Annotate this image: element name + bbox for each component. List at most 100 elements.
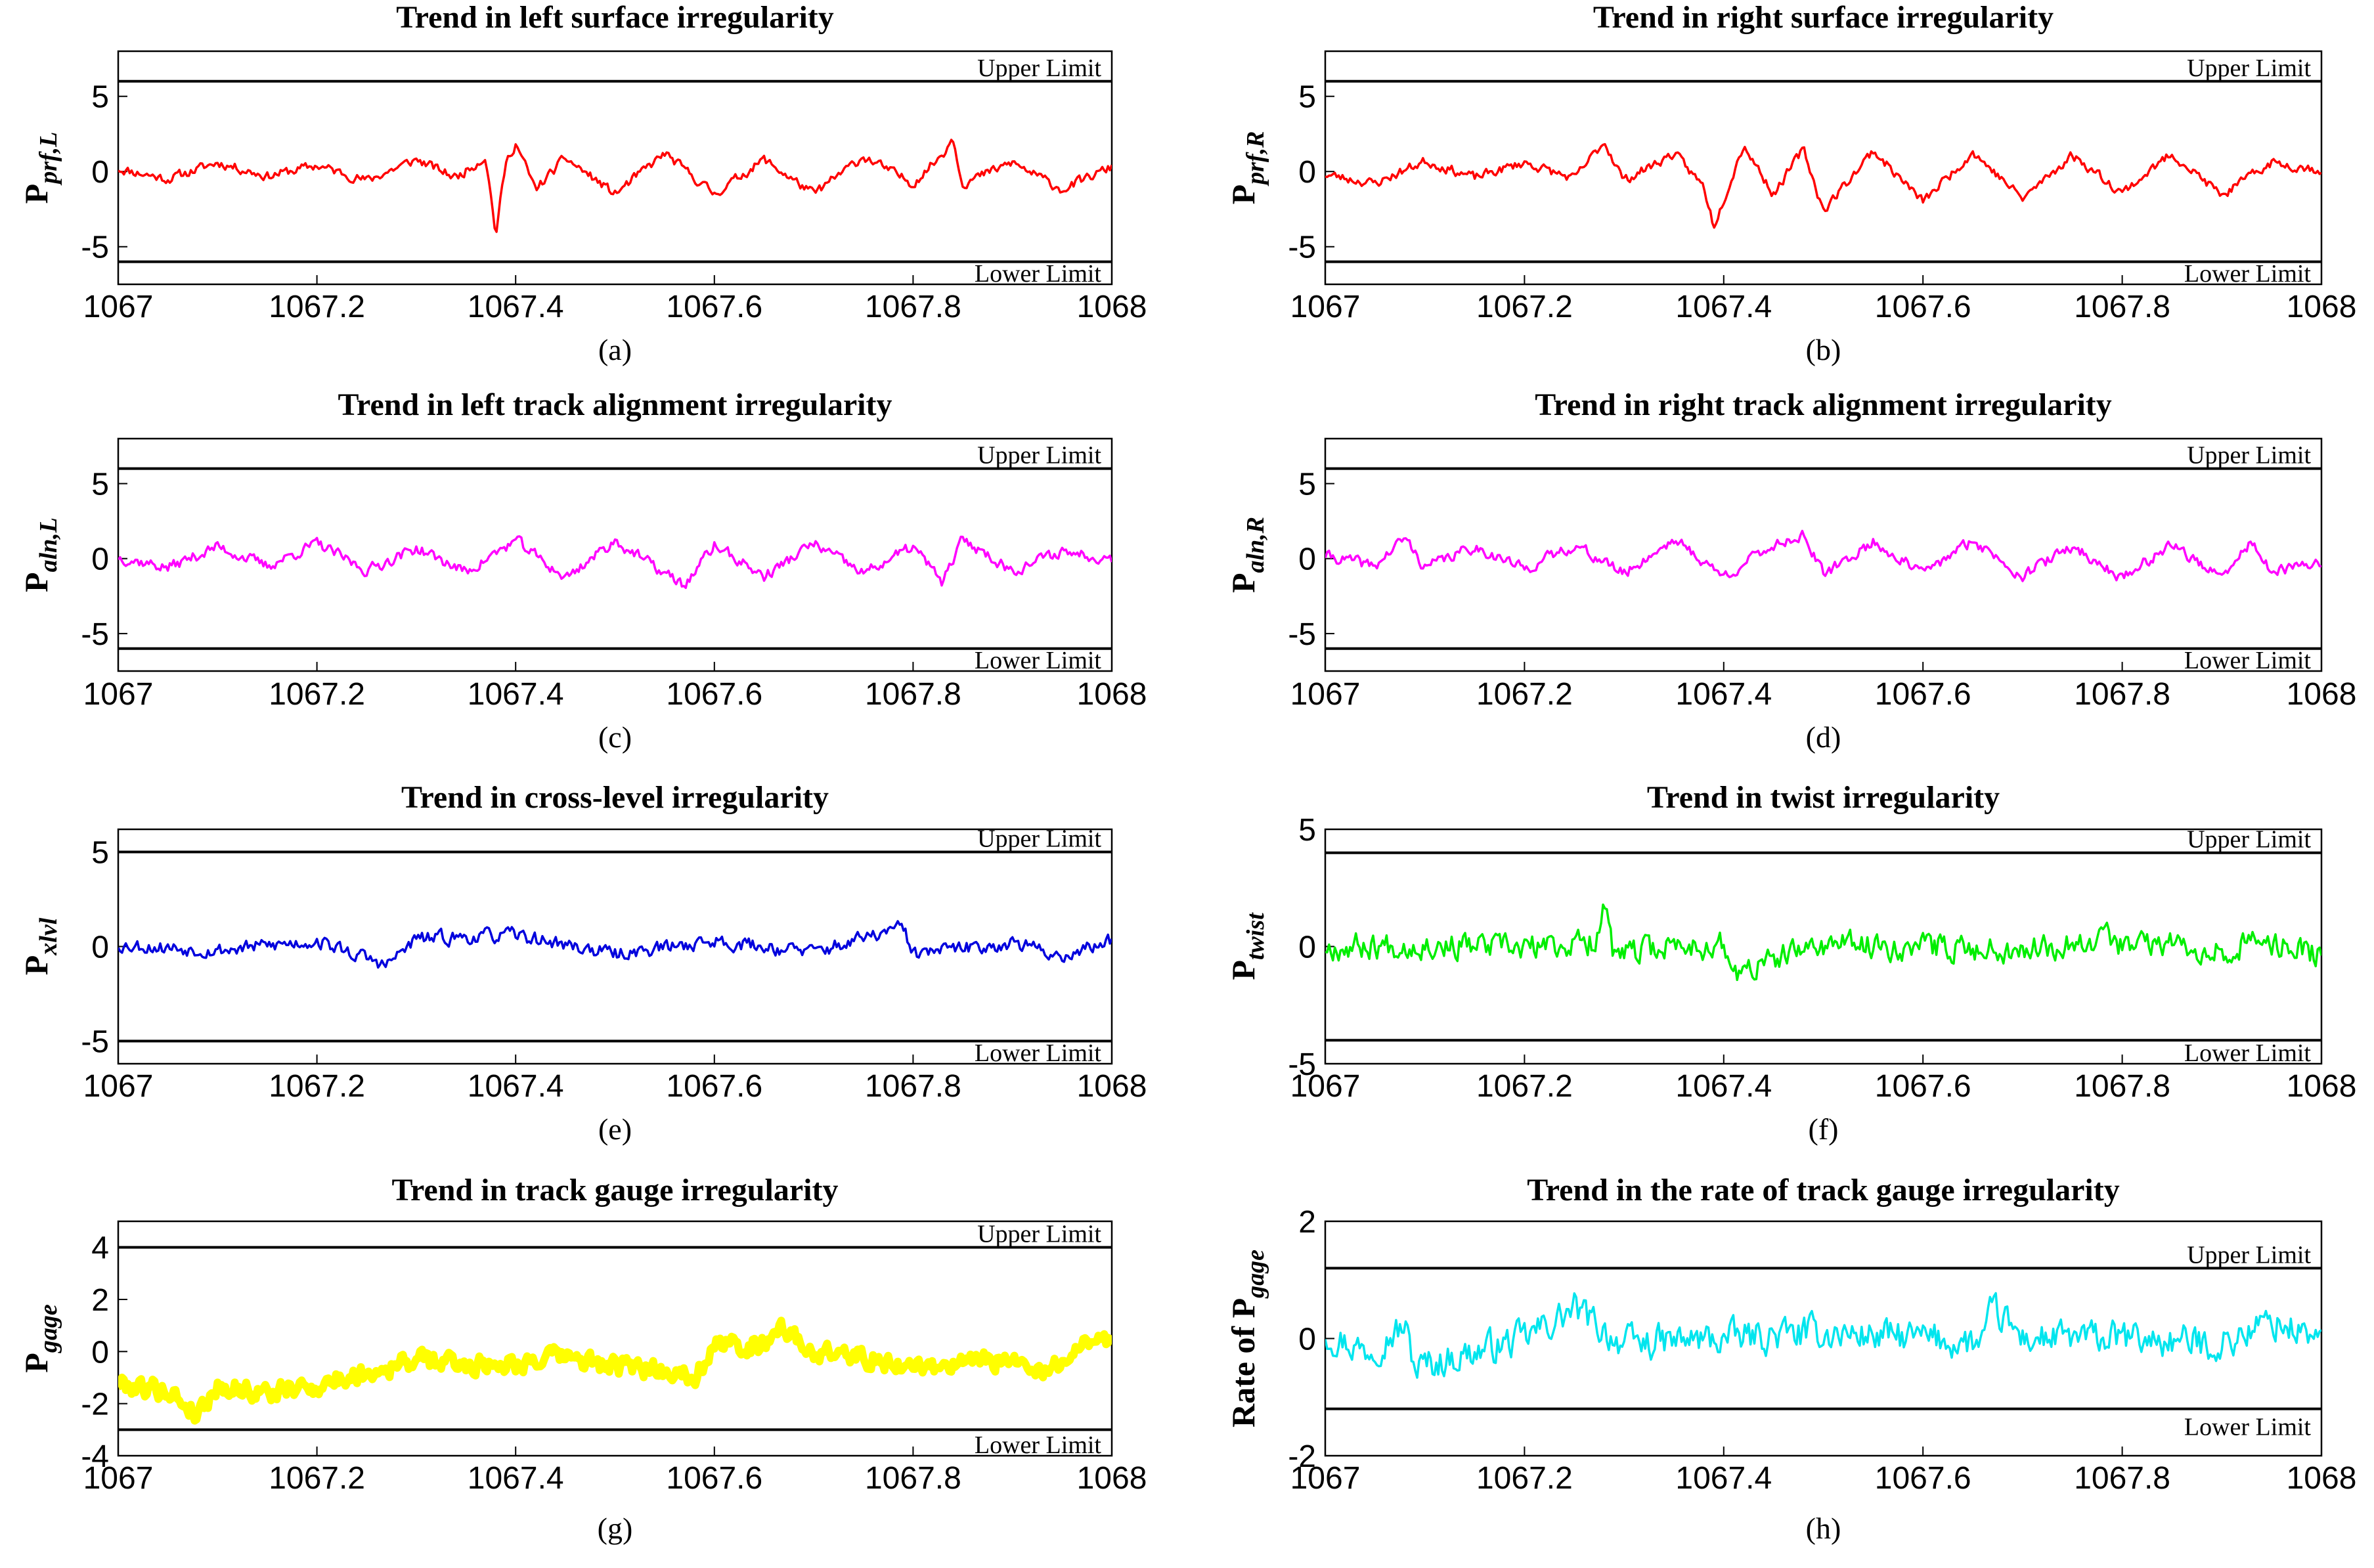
y-axis-label-text: Ptwist xyxy=(1225,912,1269,980)
y-tick-label: -5 xyxy=(81,230,109,265)
panel-label: (g) xyxy=(598,1512,633,1545)
panel-c: Trend in left track alignment irregulari… xyxy=(18,387,1147,754)
x-tick-label: 1067 xyxy=(83,290,154,324)
x-tick-label: 1067.4 xyxy=(468,1069,564,1104)
plot-area xyxy=(1324,1220,2323,1457)
y-axis-label-subscript: xlvl xyxy=(35,917,62,955)
x-tick-label: 1067 xyxy=(1290,1069,1361,1104)
y-tick-label: 2 xyxy=(1298,1205,1316,1240)
panel-f: Trend in twist irregularity -5 0 5 1067 1067.… xyxy=(1225,780,2356,1146)
panel-e: Trend in cross-level irregularity -5 0 5 106… xyxy=(18,780,1147,1146)
x-tick-label: 1067 xyxy=(1290,677,1361,712)
plot-area xyxy=(117,1220,1113,1457)
x-tick-label: 1068 xyxy=(2287,677,2357,712)
y-tick-label: 0 xyxy=(1298,930,1316,965)
y-tick-label: 5 xyxy=(1298,468,1316,502)
y-tick-label: 0 xyxy=(1298,542,1316,577)
y-tick-label: -5 xyxy=(1288,617,1316,652)
plot-area xyxy=(1324,437,2323,672)
y-axis-label-main: P xyxy=(1225,573,1262,594)
y-axis-label-main: P xyxy=(18,572,55,592)
x-tick-label: 1067.2 xyxy=(269,677,365,712)
y-tick-label: -5 xyxy=(1288,1047,1316,1082)
upper-limit-label: Upper Limit xyxy=(2187,54,2311,82)
panel-b: Trend in right surface irregularity -5 0 5 1… xyxy=(1225,0,2356,366)
y-axis-label: Pgage xyxy=(18,1304,62,1373)
y-axis-label-main: Rate of P xyxy=(1225,1298,1262,1427)
lower-limit-label: Lower Limit xyxy=(2184,647,2312,674)
panel-label: (f) xyxy=(1809,1112,1839,1146)
x-tick-label: 1067.8 xyxy=(865,677,961,712)
y-axis-label: Pprf,R xyxy=(1225,131,1269,205)
x-tick-label: 1068 xyxy=(1077,1069,1147,1104)
x-tick-label: 1067.6 xyxy=(1875,1461,1971,1496)
series-line-d xyxy=(1325,529,2321,582)
y-axis-label: Rate of Pgage xyxy=(1225,1250,1269,1427)
y-tick-label: 0 xyxy=(1298,155,1316,190)
x-tick-label: 1067.8 xyxy=(2074,677,2170,712)
series-line-h xyxy=(1325,1292,2321,1379)
x-tick-label: 1067.2 xyxy=(1476,290,1573,324)
panel-label: (d) xyxy=(1806,720,1841,754)
x-tick-label: 1067.2 xyxy=(269,1069,365,1104)
panel-label: (e) xyxy=(598,1112,632,1146)
y-tick-label: 0 xyxy=(91,542,109,577)
y-tick-label: 4 xyxy=(91,1231,109,1266)
y-axis-label-subscript: gage xyxy=(35,1304,62,1353)
chart-title: Trend in left surface irregularity xyxy=(396,0,834,35)
x-tick-label: 1067.4 xyxy=(1675,290,1772,324)
x-tick-label: 1068 xyxy=(1077,1461,1147,1496)
x-tick-label: 1067.2 xyxy=(269,290,365,324)
lower-limit-label: Lower Limit xyxy=(2184,260,2312,288)
y-axis-label-text: Paln,L xyxy=(18,517,62,592)
lower-limit-label: Lower Limit xyxy=(2184,1414,2312,1441)
y-axis-label: Paln,L xyxy=(18,517,62,592)
y-axis-label: Paln,R xyxy=(1225,517,1269,593)
panel-d: Trend in right track alignment irregular… xyxy=(1225,387,2356,754)
y-axis-label: Pprf,L xyxy=(18,132,62,204)
y-axis-label-text: Pprf,L xyxy=(18,132,62,204)
x-tick-label: 1067.6 xyxy=(1875,1069,1971,1104)
x-tick-label: 1067.4 xyxy=(468,1461,564,1496)
lower-limit-label: Lower Limit xyxy=(975,1039,1102,1067)
x-tick-label: 1068 xyxy=(1077,290,1147,324)
chart-title: Trend in the rate of track gauge irregul… xyxy=(1527,1173,2120,1208)
y-axis-label-main: P xyxy=(1225,185,1262,205)
panel-a: Trend in left surface irregularity -5 0 5 10… xyxy=(18,0,1147,366)
x-tick-label: 1067.2 xyxy=(1476,1069,1573,1104)
y-axis-label-subscript: prf,L xyxy=(35,132,62,186)
y-tick-label: 5 xyxy=(91,80,109,115)
x-tick-label: 1067.8 xyxy=(865,1069,961,1104)
y-axis-label-text: Pxlvl xyxy=(18,917,62,975)
y-axis-label-main: P xyxy=(18,955,55,976)
panel-label: (a) xyxy=(598,333,632,366)
y-tick-label: 0 xyxy=(91,1335,109,1370)
x-tick-label: 1067.2 xyxy=(1476,1461,1573,1496)
x-tick-label: 1067.6 xyxy=(666,1069,762,1104)
lower-limit-label: Lower Limit xyxy=(2184,1039,2312,1067)
y-axis-label-subscript: aln,R xyxy=(1242,517,1269,573)
series-line-e xyxy=(118,920,1112,969)
y-axis-label-subscript: twist xyxy=(1242,912,1269,960)
y-tick-label: 5 xyxy=(1298,813,1316,848)
y-tick-label: 2 xyxy=(91,1283,109,1318)
x-tick-label: 1067.4 xyxy=(1675,1461,1772,1496)
x-tick-label: 1068 xyxy=(2287,1069,2357,1104)
y-axis-label-text: Pprf,R xyxy=(1225,131,1269,205)
chart-title: Trend in right track alignment irregular… xyxy=(1535,387,2112,422)
upper-limit-label: Upper Limit xyxy=(2187,442,2311,469)
series-line-b xyxy=(1325,142,2321,229)
chart-title: Trend in twist irregularity xyxy=(1647,780,2000,815)
x-tick-label: 1067.4 xyxy=(1675,1069,1772,1104)
plot-area xyxy=(117,437,1113,672)
x-tick-label: 1067.2 xyxy=(269,1461,365,1496)
y-axis-label-subscript: aln,L xyxy=(35,517,62,572)
x-tick-label: 1067.2 xyxy=(1476,677,1573,712)
upper-limit-label: Upper Limit xyxy=(977,1221,1101,1248)
y-axis-label: Ptwist xyxy=(1225,912,1269,980)
y-axis-label-main: P xyxy=(18,184,55,204)
plot-area xyxy=(1324,50,2323,286)
y-tick-label: -2 xyxy=(1288,1439,1316,1474)
chart-title: Trend in right surface irregularity xyxy=(1593,0,2054,35)
